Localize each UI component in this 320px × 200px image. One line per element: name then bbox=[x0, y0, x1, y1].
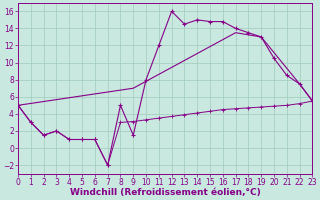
X-axis label: Windchill (Refroidissement éolien,°C): Windchill (Refroidissement éolien,°C) bbox=[70, 188, 260, 197]
